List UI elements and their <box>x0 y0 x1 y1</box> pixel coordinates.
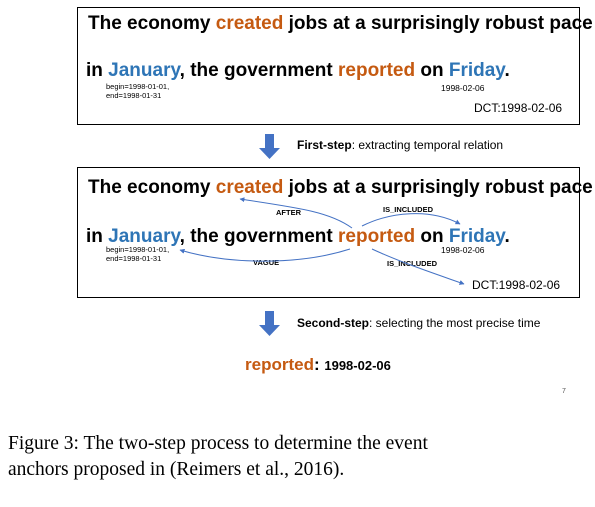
time-january: January <box>108 60 180 81</box>
page-number: 7 <box>562 388 566 395</box>
relation-is-included-bottom: IS_INCLUDED <box>387 259 438 268</box>
relation-is-included-top: IS_INCLUDED <box>383 205 434 214</box>
figure-caption-line1: Figure 3: The two-step process to determ… <box>8 433 428 454</box>
relation-vague: VAGUE <box>253 258 280 267</box>
sentence-box-2 <box>77 167 580 298</box>
dct-label-2: DCT:1998-02-06 <box>472 278 561 292</box>
result-event: reported <box>245 355 314 374</box>
figure-caption-line2: anchors proposed in (Reimers et al., 201… <box>8 459 345 480</box>
event-created: created <box>215 13 284 34</box>
friday-date: 1998-02-06 <box>441 83 485 93</box>
step2-text: Second-step: selecting the most precise … <box>297 316 541 330</box>
box2-line2: in January, the government reported on F… <box>86 226 510 247</box>
is-included-top-arrow <box>361 213 461 227</box>
january-end: end=1998-01-31 <box>106 91 162 100</box>
january-begin: begin=1998-01-01, <box>106 82 170 91</box>
box1-line2: in January, the government reported on F… <box>86 60 510 81</box>
relation-after: AFTER <box>276 208 301 217</box>
vague-arrow <box>179 248 351 262</box>
result-date: 1998-02-06 <box>324 358 391 373</box>
down-arrow-icon-2 <box>259 311 280 336</box>
event-reported-2: reported <box>338 226 416 247</box>
box2-line1: The economy created jobs at a surprising… <box>88 177 593 198</box>
january-end-2: end=1998-01-31 <box>106 254 162 263</box>
dct-label: DCT:1998-02-06 <box>474 101 563 115</box>
after-arrow <box>239 197 353 229</box>
time-friday: Friday <box>448 60 505 81</box>
time-friday-2: Friday <box>448 226 505 247</box>
is-included-bottom-arrow <box>371 248 465 285</box>
result-line: reported: 1998-02-06 <box>245 355 391 374</box>
step1-text: First-step: extracting temporal relation <box>297 138 504 152</box>
friday-date-2: 1998-02-06 <box>441 245 485 255</box>
event-created-2: created <box>215 177 284 198</box>
sentence-box-1 <box>77 7 580 125</box>
time-january-2: January <box>108 226 180 247</box>
event-reported: reported <box>338 60 416 81</box>
down-arrow-icon <box>259 134 280 159</box>
box1-line1: The economy created jobs at a surprising… <box>88 13 593 34</box>
january-begin-2: begin=1998-01-01, <box>106 245 170 254</box>
